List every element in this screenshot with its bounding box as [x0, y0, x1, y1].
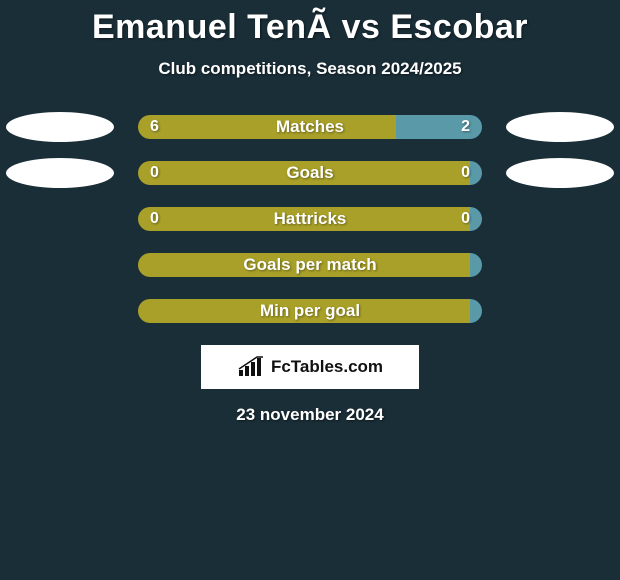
stat-bar-right-segment: 0: [470, 161, 482, 185]
stat-bar: Goals per match: [138, 253, 482, 277]
stat-right-value: 2: [461, 118, 470, 136]
comparison-row: 00Hattricks: [0, 207, 620, 231]
stat-bar-left-segment: 0: [138, 207, 470, 231]
branding-chart-icon: [237, 356, 265, 378]
branding-text: FcTables.com: [271, 357, 383, 377]
stat-bar: 62Matches: [138, 115, 482, 139]
stat-bar-right-segment: [470, 253, 482, 277]
comparison-rows: 62Matches00Goals00HattricksGoals per mat…: [0, 115, 620, 323]
stat-left-value: 0: [150, 164, 159, 182]
stat-bar: Min per goal: [138, 299, 482, 323]
stat-bar-left-segment: 0: [138, 161, 470, 185]
stat-right-value: 0: [461, 210, 470, 228]
branding-box: FcTables.com: [201, 345, 419, 389]
stat-bar: 00Hattricks: [138, 207, 482, 231]
stat-left-value: 0: [150, 210, 159, 228]
player-right-marker: [506, 112, 614, 142]
player-left-marker: [6, 112, 114, 142]
comparison-row: 62Matches: [0, 115, 620, 139]
page-subtitle: Club competitions, Season 2024/2025: [0, 59, 620, 79]
stat-bar: 00Goals: [138, 161, 482, 185]
stat-bar-left-segment: [138, 253, 470, 277]
stat-bar-right-segment: 2: [396, 115, 482, 139]
stat-right-value: 0: [461, 164, 470, 182]
stat-bar-left-segment: [138, 299, 470, 323]
comparison-row: Min per goal: [0, 299, 620, 323]
stat-bar-left-segment: 6: [138, 115, 396, 139]
comparison-row: 00Goals: [0, 161, 620, 185]
stat-left-value: 6: [150, 118, 159, 136]
stat-bar-right-segment: 0: [470, 207, 482, 231]
date-text: 23 november 2024: [0, 405, 620, 425]
player-left-marker: [6, 158, 114, 188]
page-title: Emanuel TenÃ vs Escobar: [0, 0, 620, 47]
comparison-row: Goals per match: [0, 253, 620, 277]
player-right-marker: [506, 158, 614, 188]
stat-bar-right-segment: [470, 299, 482, 323]
